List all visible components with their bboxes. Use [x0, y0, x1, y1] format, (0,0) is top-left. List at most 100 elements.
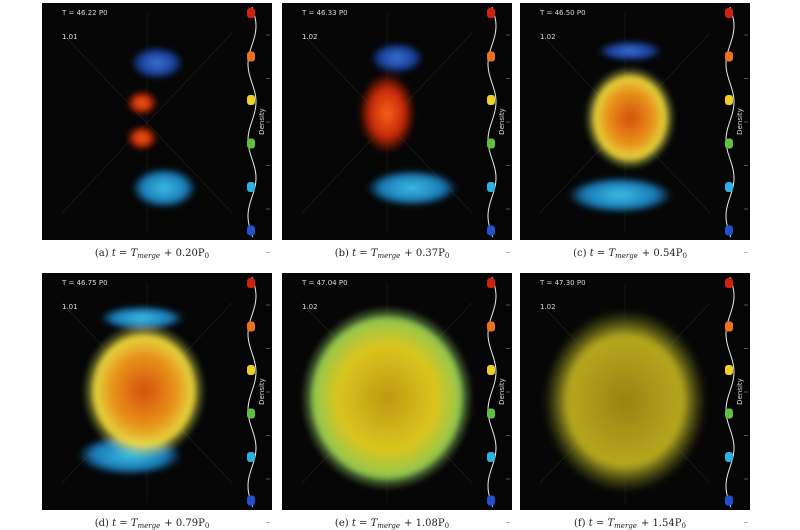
- caption-offset: + 0.79P: [164, 518, 205, 529]
- tag-label: 1.01: [62, 33, 78, 41]
- colorbar-marker: [487, 138, 495, 149]
- simulation-blobs: [359, 43, 457, 206]
- caption-lead: t = T: [112, 518, 139, 529]
- colorbar-marker: [725, 225, 733, 236]
- density-blob: [568, 177, 672, 213]
- caption-sub2: 0: [445, 252, 449, 260]
- density-blob: [127, 91, 157, 115]
- density-blob: [127, 126, 157, 150]
- caption-offset: + 1.08P: [404, 518, 445, 529]
- caption-sub: merge: [138, 522, 161, 530]
- colorbar-label: Density: [498, 378, 506, 405]
- caption: (d) t = Tmerge + 0.79P0: [95, 518, 210, 530]
- colorbar-marker: [247, 51, 255, 62]
- caption-offset: + 0.54P: [642, 248, 683, 259]
- colorbar-marker: [247, 182, 255, 192]
- colorbar-marker: [725, 95, 733, 105]
- colorbar-marker: [247, 495, 255, 506]
- colorbar-marker: [487, 408, 495, 419]
- colorbar-marker: [725, 321, 733, 332]
- colorbar-curve: [247, 276, 257, 508]
- colorbar-marker: [487, 495, 495, 506]
- caption-letter: (d): [95, 518, 109, 529]
- caption-sub: merge: [614, 522, 637, 530]
- colorbar-marker: [487, 225, 495, 236]
- tag-label: 1.02: [540, 303, 556, 311]
- density-blob: [588, 70, 672, 166]
- simulation-blobs: [568, 41, 672, 213]
- colorbar-marker: [487, 321, 495, 332]
- colorbar-marker: [725, 8, 733, 18]
- colorbar-marker: [725, 495, 733, 506]
- colorbar-marker: [487, 51, 495, 62]
- density-blob: [371, 43, 423, 73]
- caption-sub: merge: [378, 252, 401, 260]
- caption-letter: (e): [335, 518, 349, 529]
- colorbar-marker: [725, 365, 733, 375]
- colorbar-marker: [725, 452, 733, 462]
- caption: (c) t = Tmerge + 0.54P0: [573, 248, 687, 260]
- caption-sub2: 0: [682, 252, 686, 260]
- density-blob: [598, 41, 662, 61]
- panel: Density T = 46.75 P0 1.01: [42, 273, 272, 523]
- tag-label: 1.02: [302, 33, 318, 41]
- shell: [587, 69, 673, 167]
- caption-sub: merge: [615, 252, 638, 260]
- density-blob: [305, 310, 469, 486]
- tag-label: 1.02: [540, 33, 556, 41]
- colorbar-marker: [725, 278, 733, 288]
- colorbar-label: Density: [736, 108, 744, 135]
- time-label: T = 46.75 P0: [61, 279, 108, 287]
- caption-offset: + 1.54P: [641, 518, 682, 529]
- density-blob: [100, 306, 184, 330]
- colorbar-marker: [247, 321, 255, 332]
- panel: Density T = 46.22 P0 1.01: [42, 3, 272, 253]
- density-blob: [132, 168, 196, 208]
- tag-label: 1.01: [62, 303, 78, 311]
- caption-lead: t = T: [589, 518, 616, 529]
- colorbar-marker: [487, 95, 495, 105]
- colorbar-marker: [725, 51, 733, 62]
- time-label: T = 46.50 P0: [539, 9, 586, 17]
- caption-offset: + 0.20P: [164, 248, 205, 259]
- colorbar-marker: [247, 365, 255, 375]
- caption-offset: + 0.37P: [404, 248, 445, 259]
- colorbar-marker: [247, 95, 255, 105]
- density-blob: [359, 73, 415, 153]
- simulation-blobs: [543, 309, 707, 493]
- panel: Density T = 46.33 P0 1.02: [282, 3, 512, 253]
- shell: [85, 326, 203, 456]
- colorbar-marker: [247, 138, 255, 149]
- caption: (b) t = Tmerge + 0.37P0: [335, 248, 450, 260]
- density-blob: [86, 327, 202, 455]
- caption-lead: t = T: [352, 248, 379, 259]
- colorbar-curve: [487, 6, 497, 238]
- colorbar-marker: [247, 278, 255, 288]
- caption: (a) t = Tmerge + 0.20P0: [95, 248, 209, 260]
- panel: Density T = 47.30 P0 1.02: [520, 273, 750, 523]
- colorbar-marker: [725, 182, 733, 192]
- simulation-blobs: [305, 310, 469, 486]
- caption-lead: t = T: [352, 518, 379, 529]
- panel: Density T = 46.50 P0 1.02: [520, 3, 750, 253]
- colorbar-marker: [487, 452, 495, 462]
- caption-letter: (a): [95, 248, 109, 259]
- caption-sub2: 0: [205, 252, 209, 260]
- colorbar-marker: [247, 8, 255, 18]
- caption-sub2: 0: [205, 522, 209, 530]
- colorbar-label: Density: [498, 108, 506, 135]
- colorbar-curve: [487, 276, 497, 508]
- caption-sub2: 0: [681, 522, 685, 530]
- colorbar-label: Density: [736, 378, 744, 405]
- density-blob: [131, 47, 183, 79]
- colorbar-marker: [725, 138, 733, 149]
- colorbar-marker: [247, 225, 255, 236]
- density-blob: [367, 170, 457, 206]
- simulation-blobs: [127, 47, 196, 208]
- colorbar-marker: [247, 408, 255, 419]
- colorbar-marker: [487, 278, 495, 288]
- density-blob: [543, 309, 707, 493]
- caption-letter: (c): [573, 248, 587, 259]
- caption-lead: t = T: [590, 248, 617, 259]
- shell: [304, 309, 470, 487]
